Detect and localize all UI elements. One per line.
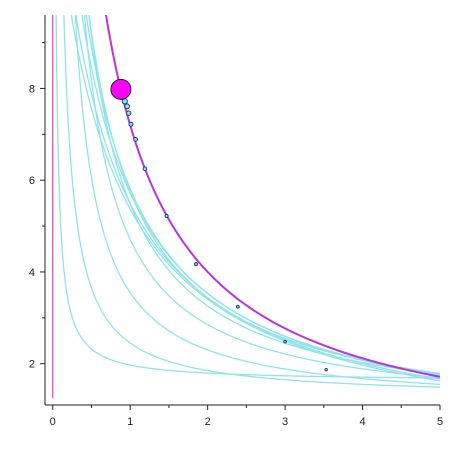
x-tick-label-2: 2	[205, 416, 211, 428]
x-tick-label-3: 3	[282, 416, 288, 428]
cyan-curve-9	[75, 15, 440, 380]
data-point-6	[142, 166, 148, 172]
y-tick-label-8: 8	[29, 83, 35, 95]
data-point-9	[235, 304, 240, 309]
x-tick-label-5: 5	[437, 416, 443, 428]
x-tick-label-0: 0	[50, 416, 56, 428]
magenta-curve	[104, 15, 440, 378]
y-ticks: 2 4 6 8	[29, 42, 45, 371]
y-tick-label-6: 6	[29, 175, 35, 187]
data-point-10	[283, 339, 287, 344]
x-ticks: 0 1 2 3 4 5	[50, 405, 443, 428]
cyan-curve-10	[70, 15, 440, 382]
data-point-8	[194, 262, 199, 267]
cyan-curve-1	[55, 15, 440, 379]
cyan-curve-3	[74, 15, 440, 385]
cyan-curve-8	[81, 15, 440, 377]
data-point-5	[133, 136, 139, 142]
data-point-11	[324, 367, 328, 372]
x-tick-label-1: 1	[127, 416, 133, 428]
data-point-3	[125, 110, 132, 116]
marker-group	[110, 78, 328, 372]
y-tick-label-2: 2	[29, 359, 35, 371]
data-point-2	[124, 103, 130, 110]
highlight-point	[110, 78, 132, 100]
x-tick-label-4: 4	[359, 416, 365, 428]
y-tick-label-4: 4	[29, 267, 35, 279]
cyan-curve-4	[83, 15, 440, 379]
data-point-4	[128, 121, 134, 127]
axes	[44, 15, 440, 406]
cyan-curve-2	[63, 15, 440, 388]
data-point-7	[164, 213, 169, 219]
curve-group	[52, 15, 440, 399]
